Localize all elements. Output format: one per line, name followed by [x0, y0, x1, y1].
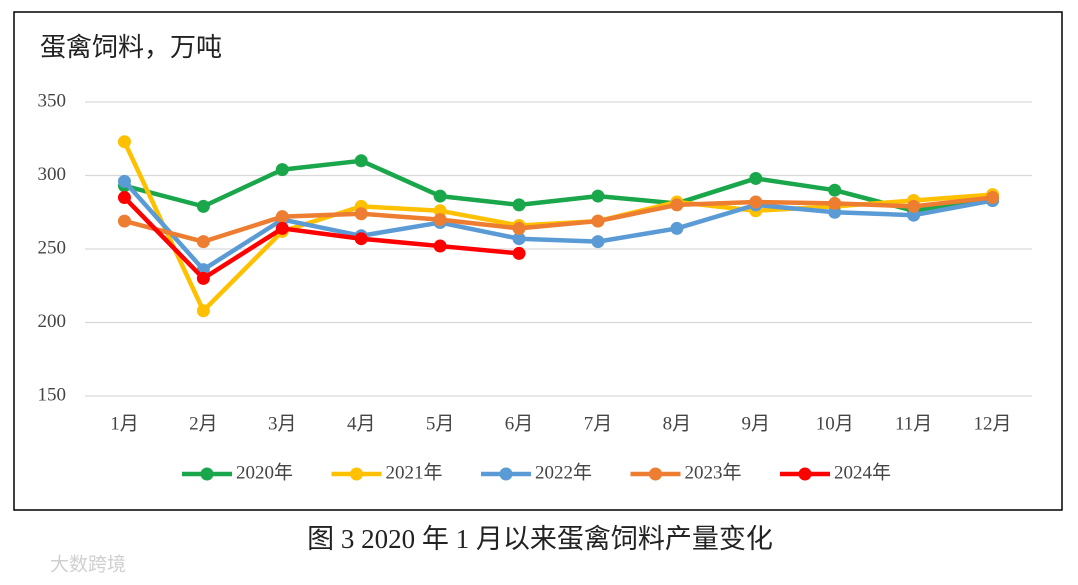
legend-dot	[350, 467, 363, 481]
x-tick-label: 4月	[347, 413, 376, 434]
data-point	[512, 232, 526, 246]
data-point	[591, 214, 605, 228]
data-point	[196, 199, 210, 213]
data-point	[196, 271, 210, 285]
data-point	[512, 246, 526, 260]
x-tick-label: 3月	[268, 413, 297, 434]
y-tick-label: 350	[38, 90, 67, 111]
series-line	[123, 158, 993, 214]
caption: 图 3 2020 年 1 月以来蛋禽饲料产量变化	[307, 524, 773, 554]
data-point	[670, 198, 684, 212]
y-tick-label: 150	[38, 384, 67, 405]
x-tick-label: 12月	[974, 413, 1012, 434]
data-point	[275, 163, 289, 177]
data-point	[196, 304, 210, 318]
data-point	[275, 210, 289, 224]
legend-dot	[798, 467, 812, 481]
legend-dot	[649, 467, 662, 481]
data-point	[433, 213, 447, 227]
legend-dot	[499, 467, 513, 481]
data-point	[749, 195, 763, 209]
chart-frame	[13, 11, 1063, 511]
series-line	[122, 195, 520, 281]
y-tick-label: 250	[38, 237, 67, 258]
x-tick-label: 9月	[742, 413, 771, 434]
data-point	[670, 221, 684, 235]
data-point	[117, 214, 131, 228]
watermark: 大数跨境	[50, 553, 126, 575]
data-point	[433, 189, 447, 203]
chart-title: 蛋禽饲料，万吨	[40, 33, 222, 62]
data-point	[275, 221, 289, 235]
data-point	[986, 191, 1000, 205]
data-point	[117, 135, 131, 149]
x-tick-label: 6月	[505, 413, 534, 434]
series-line	[122, 179, 993, 272]
data-point	[591, 235, 605, 249]
x-tick-label: 7月	[584, 413, 613, 434]
data-point	[117, 174, 131, 188]
data-point	[196, 235, 210, 249]
y-tick-label: 200	[38, 311, 67, 332]
legend-label: 2020年	[236, 461, 293, 483]
data-point	[512, 221, 526, 235]
x-tick-label: 11月	[895, 413, 932, 434]
data-point	[117, 191, 131, 205]
legend-dot	[200, 467, 214, 481]
data-point	[512, 198, 526, 212]
data-point	[433, 239, 447, 253]
data-point	[354, 154, 368, 168]
data-point	[591, 189, 605, 203]
legend-label: 2024年	[834, 461, 891, 483]
x-tick-label: 8月	[663, 413, 692, 434]
legend-label: 2021年	[386, 461, 443, 483]
legend-label: 2022年	[535, 461, 592, 483]
data-point	[828, 183, 842, 197]
y-tick-label: 300	[38, 164, 67, 185]
x-tick-label: 10月	[816, 413, 854, 434]
data-point	[907, 199, 921, 213]
series-line	[123, 195, 993, 244]
data-point	[749, 171, 763, 185]
x-tick-label: 5月	[426, 413, 455, 434]
data-point	[354, 232, 368, 246]
x-tick-label: 2月	[189, 413, 218, 434]
data-point	[354, 207, 368, 221]
legend-label: 2023年	[685, 461, 742, 483]
data-point	[828, 196, 842, 210]
x-tick-label: 1月	[110, 413, 139, 434]
